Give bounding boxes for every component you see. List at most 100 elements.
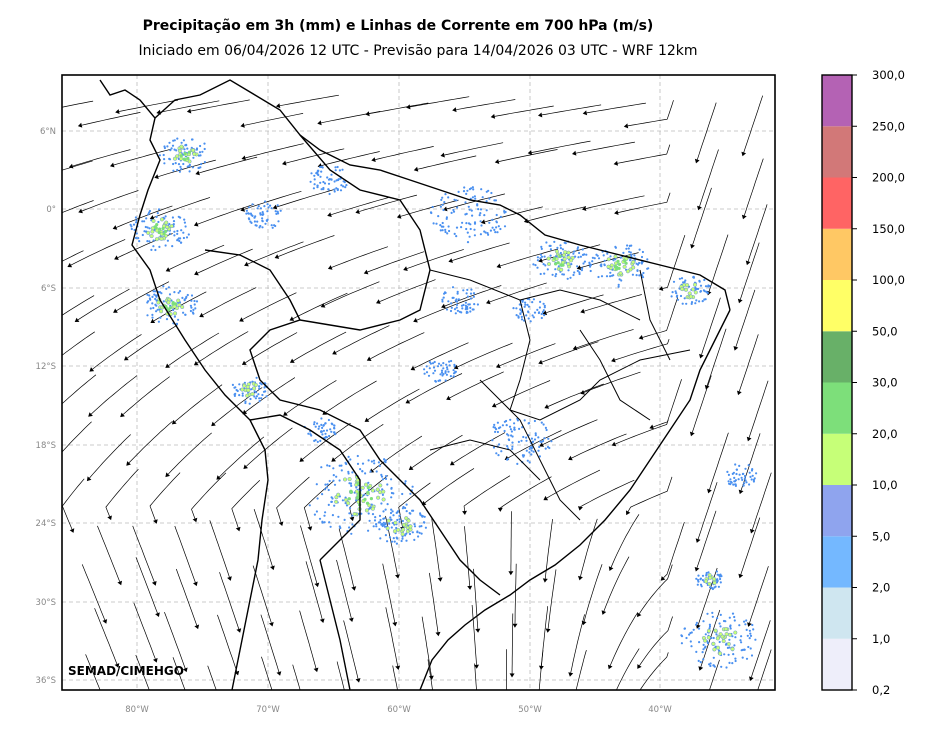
lat-tick-label: 18°S <box>36 441 56 451</box>
streamline-arrow <box>278 521 284 526</box>
streamline-arrow <box>106 709 111 714</box>
streamline <box>576 329 634 349</box>
precip-dot <box>266 210 269 213</box>
precip-dot <box>183 221 186 224</box>
streamline-arrow <box>243 464 248 469</box>
streamline-arrow <box>332 350 337 355</box>
precip-dot <box>135 221 138 224</box>
precip-dot-intense <box>164 229 168 233</box>
streamline <box>538 650 544 690</box>
precip-dot <box>409 492 412 495</box>
precip-dot <box>423 515 426 518</box>
precip-dot-intense <box>561 263 565 267</box>
precip-dot <box>709 664 712 668</box>
precip-dot <box>538 306 542 309</box>
precip-dot <box>405 539 408 542</box>
precip-dot <box>397 510 400 513</box>
streamline-arrow <box>504 709 509 713</box>
streamline-arrow <box>733 346 739 351</box>
precip-dot <box>419 512 422 515</box>
streamline-arrow <box>307 722 312 727</box>
precip-dot <box>321 426 324 429</box>
border-andes <box>204 249 301 321</box>
precip-dot <box>158 245 161 248</box>
precip-dot <box>630 253 633 257</box>
precip-dot-heavy <box>151 218 156 223</box>
streamline-arrow <box>467 585 473 590</box>
precip-dot-heavy <box>343 477 348 482</box>
streamline-arrow <box>110 162 115 168</box>
streamline <box>494 105 554 117</box>
streamline-arrow <box>314 582 320 588</box>
precip-dot <box>338 479 341 482</box>
precip-dot <box>420 532 423 535</box>
precip-dot <box>507 434 510 437</box>
precip-dot-heavy <box>712 647 717 652</box>
streamline-arrow <box>750 706 755 711</box>
streamline-arrow <box>313 667 319 673</box>
precip-dot <box>273 224 276 227</box>
precip-dot-heavy <box>718 632 723 637</box>
precip-dot <box>313 178 316 181</box>
precip-dot <box>543 306 546 309</box>
precip-dot <box>361 470 364 473</box>
precip-dot <box>258 400 261 403</box>
precip-dot <box>180 229 183 232</box>
streamline-arrow <box>408 465 414 470</box>
precip-dot <box>189 304 192 307</box>
precip-dot <box>495 428 498 431</box>
streamline <box>300 525 318 584</box>
precip-dot <box>318 425 321 428</box>
precip-dot <box>163 162 166 165</box>
precip-dot <box>532 298 536 301</box>
streamline <box>751 472 772 530</box>
precip-dot-heavy <box>364 482 369 487</box>
precip-dot <box>503 211 506 214</box>
precip-dot <box>381 478 385 481</box>
precip-dot <box>405 532 408 535</box>
precip-dot-heavy <box>613 254 618 259</box>
precip-dot <box>696 583 699 586</box>
streamline <box>175 568 198 626</box>
colorbar-segment <box>822 433 852 485</box>
streamline-arrow <box>153 658 158 663</box>
precip-dot-intense <box>556 261 560 265</box>
streamline-arrow <box>48 464 52 469</box>
precip-dot <box>679 294 683 298</box>
precip-dot <box>701 300 704 303</box>
precip-dot-intense <box>168 306 172 310</box>
precip-dot <box>541 310 545 314</box>
precip-dot <box>130 227 133 231</box>
streamline-arrow <box>194 624 200 630</box>
precip-dot <box>738 473 741 476</box>
streamline-arrow <box>371 157 376 162</box>
precip-dot <box>680 635 684 638</box>
precip-dot <box>320 466 323 469</box>
precip-dot <box>705 574 708 577</box>
precip-dot <box>135 232 138 235</box>
streamline-arrow <box>649 424 654 430</box>
precip-dot-heavy <box>370 488 375 493</box>
precip-dot <box>313 423 316 426</box>
precip-dot <box>719 613 722 617</box>
precip-dot <box>157 208 161 211</box>
streamline-arrow <box>30 111 34 116</box>
precip-dot <box>602 254 605 257</box>
precip-dot <box>325 429 329 432</box>
precip-dot <box>390 526 393 529</box>
colorbar-segment <box>822 126 852 178</box>
precip-dot <box>247 212 250 215</box>
precip-dot <box>255 376 258 379</box>
precip-dot <box>421 515 424 518</box>
precip-dot <box>433 369 437 372</box>
precip-dot <box>748 629 752 632</box>
precip-dot <box>190 294 194 297</box>
streamline-arrow <box>695 538 701 543</box>
precip-dot <box>572 252 575 255</box>
precip-dot <box>203 147 206 151</box>
streamline-arrow <box>405 399 411 404</box>
precip-dot <box>503 429 506 433</box>
precip-dot <box>540 255 544 258</box>
precipitation-field <box>129 137 758 669</box>
streamline-arrow <box>572 150 577 156</box>
